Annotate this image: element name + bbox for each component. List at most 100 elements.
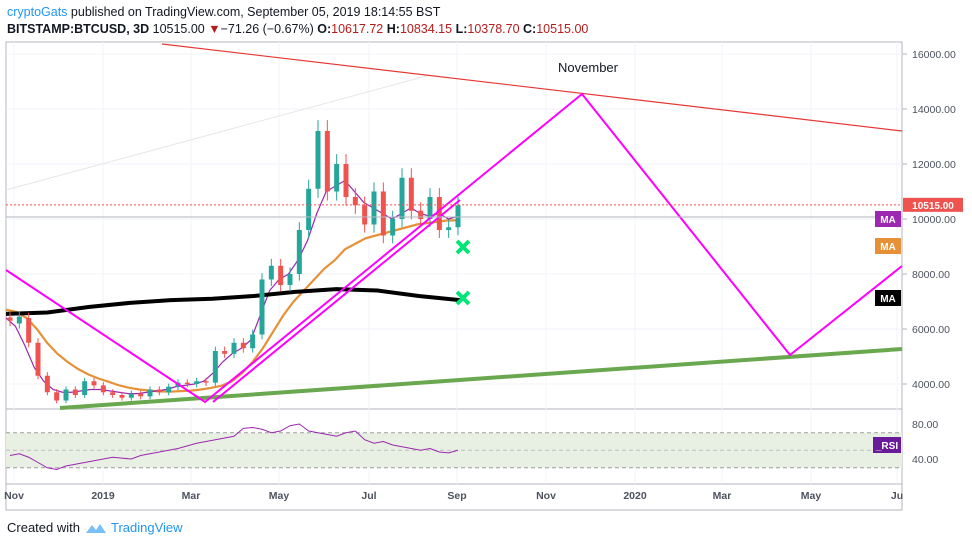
candle-body <box>315 131 321 189</box>
candle-body <box>63 389 69 401</box>
change-arrow-icon: ▼ <box>208 22 221 36</box>
candle-body <box>212 351 218 383</box>
candle-body <box>26 318 32 343</box>
november-annotation: November <box>558 60 619 75</box>
rsi-tag <box>873 437 901 453</box>
candle-body <box>427 197 433 219</box>
candle-body <box>296 230 302 274</box>
ohlc-line: BITSTAMP:BTCUSD, 3D 10515.00 ▼−71.26 (−0… <box>7 21 588 38</box>
open-value: 10617.72 <box>331 22 384 36</box>
candle-body <box>250 334 256 349</box>
x-tick-label: Sep <box>447 490 466 502</box>
ma-black-line <box>5 287 461 316</box>
x-tick-label: May <box>269 490 290 502</box>
x-tick-label: Ju <box>891 490 903 502</box>
candle-body <box>324 131 330 192</box>
faint-trend-line <box>5 74 431 191</box>
candle-body <box>259 279 265 335</box>
target-x-marker <box>455 290 471 306</box>
ma-tag <box>875 290 901 306</box>
candle-body <box>240 342 246 349</box>
candle-body <box>380 191 386 236</box>
candle-body <box>399 177 405 219</box>
y-tick-label: 4000.00 <box>912 379 950 391</box>
candle-body <box>278 265 284 285</box>
projection-path <box>5 92 903 404</box>
y-tick-label: 12000.00 <box>912 159 956 171</box>
candle-body <box>268 265 274 280</box>
candle-body <box>54 392 60 401</box>
high-value: 10834.15 <box>399 22 453 36</box>
candle-body <box>166 386 172 393</box>
candle-body <box>119 395 125 398</box>
last-price-tag <box>903 197 963 212</box>
tradingview-brand[interactable]: TradingView <box>110 520 183 535</box>
footer: Created with TradingView <box>7 520 183 535</box>
ma-tag <box>875 211 901 227</box>
x-tick-label: Mar <box>182 490 201 502</box>
candle-body <box>408 177 414 211</box>
ma-tag <box>875 238 901 254</box>
candle-body <box>222 351 228 354</box>
candle-body <box>7 317 13 321</box>
candle-body <box>362 205 368 225</box>
rsi-line <box>9 423 459 471</box>
close-value: 10515.00 <box>536 22 589 36</box>
x-tick-label: 2020 <box>623 490 647 502</box>
low-value: 10378.70 <box>467 22 520 36</box>
candle-body <box>184 382 190 384</box>
candle-body <box>306 188 312 230</box>
x-tick-label: Mar <box>713 490 732 502</box>
target-x-marker <box>455 239 471 255</box>
candle-body <box>371 191 377 225</box>
candle-body <box>194 381 200 384</box>
last-price-label: 10515.00 <box>912 201 954 212</box>
candle-body <box>390 219 396 236</box>
candle-body <box>100 385 106 393</box>
candle-body <box>418 210 424 219</box>
rsi-tick-label: 40.00 <box>912 454 938 466</box>
candle-body <box>343 164 349 197</box>
ma-tag-label: MA <box>880 215 896 226</box>
candle-body <box>35 342 41 376</box>
change-value: −71.26 (−0.67%) <box>220 22 314 36</box>
y-tick-label: 6000.00 <box>912 324 950 336</box>
price-chart[interactable]: 80.00 40.00 _RSI 10515.00 MA MA MA November 16… <box>0 0 972 514</box>
channel-upper-line <box>212 199 461 403</box>
candle-body <box>147 389 153 397</box>
candle-body <box>446 227 452 230</box>
candle-body <box>44 375 50 393</box>
x-tick-label: Nov <box>536 490 556 502</box>
candle-body <box>287 274 293 285</box>
ma-tag-label: MA <box>880 294 896 305</box>
candle-body <box>352 197 358 206</box>
candle-body <box>156 389 162 393</box>
candle-body <box>231 342 237 354</box>
high-label: H: <box>386 22 400 36</box>
low-label: L: <box>455 22 468 36</box>
candle-body <box>16 316 22 324</box>
ma-tag-label: MA <box>880 242 896 253</box>
symbol-label: BITSTAMP:BTCUSD, 3D <box>7 22 150 36</box>
candle-body <box>334 164 340 192</box>
x-tick-label: Jul <box>361 490 376 502</box>
last-price: 10515.00 <box>152 22 205 36</box>
x-tick-label: Nov <box>4 490 24 502</box>
candle-body <box>203 381 209 383</box>
y-tick-label: 16000.00 <box>912 49 956 61</box>
publish-info: published on TradingView.com, September … <box>67 5 441 19</box>
y-tick-label: 14000.00 <box>912 104 956 116</box>
rsi-tag-label: _RSI <box>875 441 898 452</box>
author-link[interactable]: cryptoGats <box>7 5 68 19</box>
tradingview-logo-icon <box>85 523 106 533</box>
candle-body <box>436 197 442 230</box>
candle-body <box>138 393 144 397</box>
x-tick-label: May <box>801 490 822 502</box>
x-tick-label: 2019 <box>91 490 115 502</box>
candle-body <box>82 381 88 395</box>
candle-body <box>128 393 134 398</box>
open-label: O: <box>317 22 332 36</box>
candle-body <box>91 381 97 386</box>
rsi-tick-label: 80.00 <box>912 419 938 431</box>
created-with-text: Created with <box>7 520 80 535</box>
